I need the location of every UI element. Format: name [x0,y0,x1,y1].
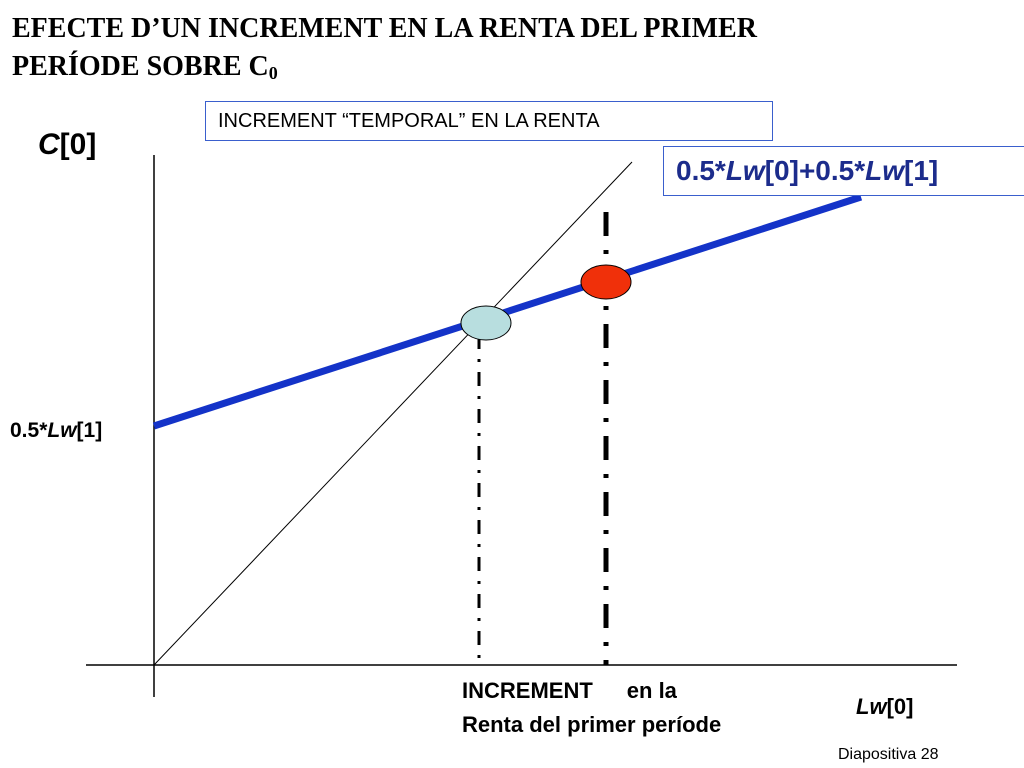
intercept-label: 0.5*Lw[1] [10,419,102,443]
note-word-2: en la [626,678,677,703]
forty-five-degree-line [153,161,633,666]
formula-part-1: 0.5* [676,155,726,186]
slide-number: Diapositiva 28 [838,746,939,763]
formula-var-1: Lw [725,155,765,186]
consumption-formula: 0.5*Lw[0]+0.5*Lw[1] [663,146,1024,196]
formula-part-2: [0]+0.5* [764,155,866,186]
slide-title: EFECTE D’UN INCREMENT EN LA RENTA DEL PR… [12,10,912,92]
y-axis-label: C[0] [38,128,96,162]
title-line-1: EFECTE D’UN INCREMENT EN LA RENTA DEL PR… [12,13,757,44]
new-equilibrium-point [580,264,632,300]
y-axis-index: [0] [59,128,97,161]
title-line-2: PERÍODE SOBRE C [12,51,269,82]
formula-part-3: [1] [904,155,939,186]
formula-var-2: Lw [865,155,905,186]
consumption-line [152,193,863,430]
x-axis-label: Lw[0] [856,694,913,720]
x-axis-var: Lw [856,694,887,719]
x-axis-index: [0] [886,694,914,719]
intercept-index: [1] [76,419,103,442]
initial-equilibrium-point [460,305,512,341]
temporary-increase-label: INCREMENT “TEMPORAL” EN LA RENTA [205,101,773,141]
title-subscript: 0 [268,63,278,83]
y-axis-var: C [38,128,60,161]
note-line-2: Renta del primer període [462,712,722,737]
intercept-var: Lw [47,419,77,442]
note-word-1: INCREMENT [462,678,593,703]
increment-note: INCREMENT en la Renta del primer període [462,674,721,742]
intercept-prefix: 0.5* [10,419,48,442]
